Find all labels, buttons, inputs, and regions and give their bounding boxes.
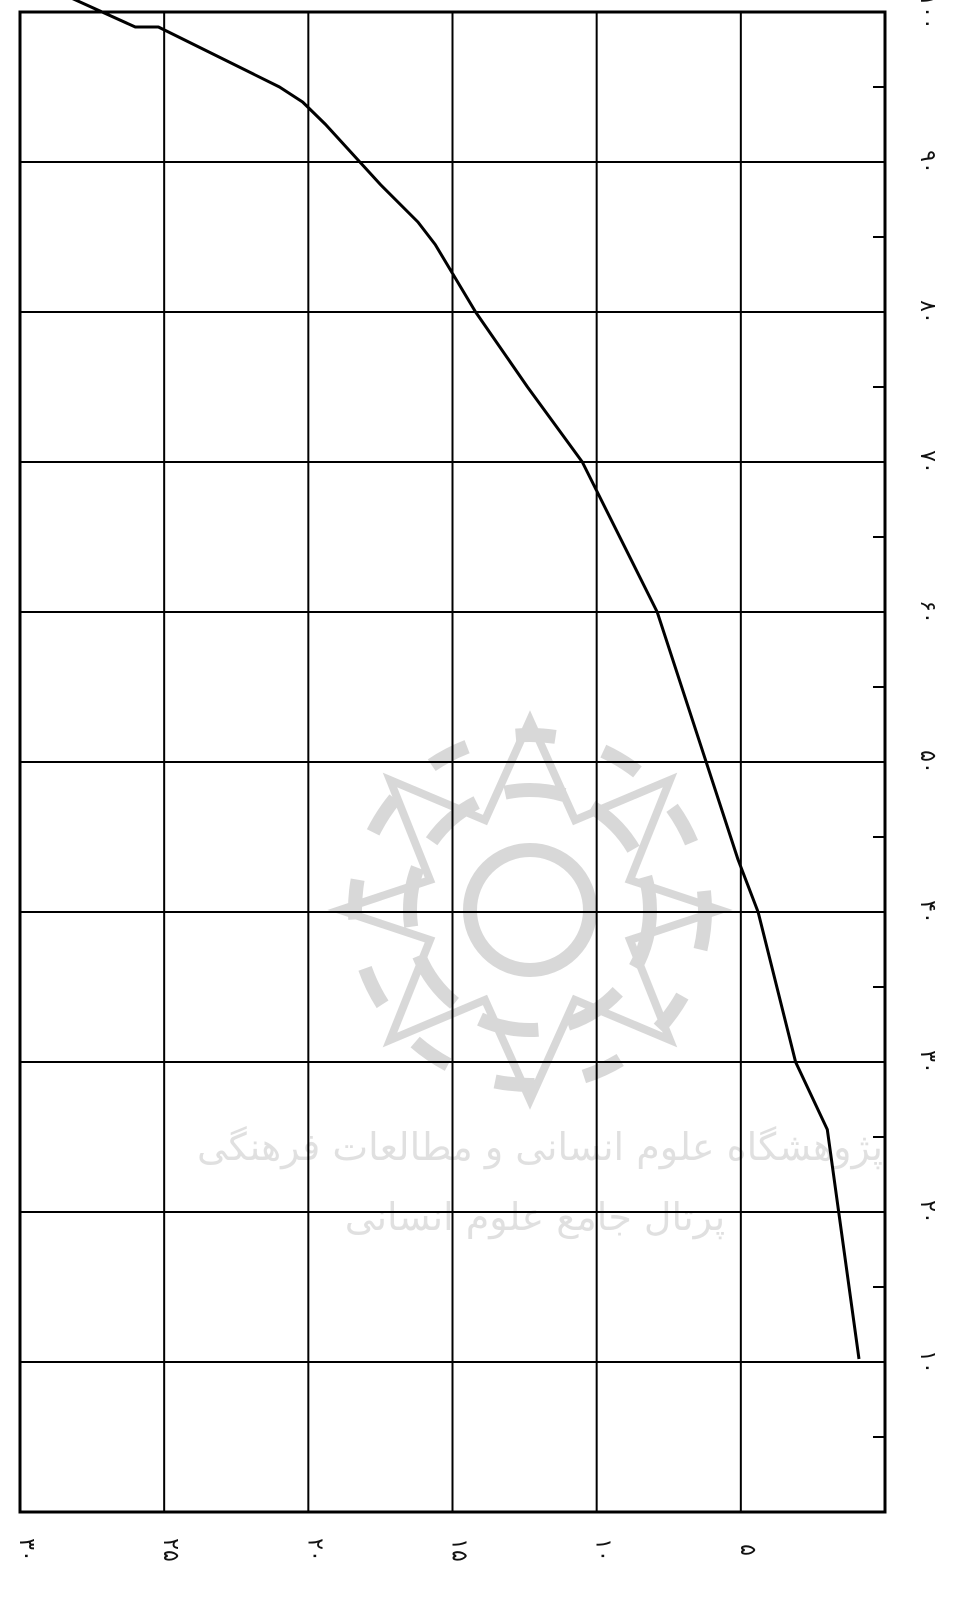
- y-tick-label: ۳۰: [915, 1050, 940, 1074]
- y-tick-label: ۱۰: [915, 1350, 940, 1374]
- watermark-line-1: پژوهشگاه علوم انسانی و مطالعات فرهنگی: [197, 1125, 883, 1170]
- y-tick-label: ۲۰: [915, 1200, 940, 1224]
- watermark-emblem-icon: [327, 710, 733, 1110]
- plot-frame: [18, 10, 887, 1514]
- x-tick-label: ۱۵: [447, 1538, 472, 1562]
- series: [71, 0, 861, 1360]
- y-tick-labels: ۱۰ ۲۰ ۳۰ ۴۰ ۵۰ ۶۰ ۷۰ ۸۰ ۹۰ ۱۰۰: [915, 0, 940, 1374]
- x-tick-label: ۳۰: [14, 1538, 39, 1562]
- series-line: [71, 0, 861, 1360]
- x-tick-label: ۲۰: [302, 1538, 327, 1562]
- x-tick-label: ۱۰: [591, 1538, 616, 1562]
- x-tick-label: ۵: [735, 1544, 760, 1556]
- x-tick-labels: ۵ ۱۰ ۱۵ ۲۰ ۲۵ ۳۰: [14, 1538, 760, 1562]
- y-tick-label: ۷۰: [915, 450, 940, 474]
- y-tick-label: ۸۰: [915, 300, 940, 324]
- y-tick-label: ۴۰: [915, 900, 940, 924]
- y-tick-label: ۱۰۰: [915, 0, 940, 30]
- y-tick-label: ۵۰: [915, 750, 940, 774]
- watermark-line-2: پرتال جامع علوم انسانی: [345, 1195, 725, 1240]
- x-tick-label: ۲۵: [158, 1538, 183, 1562]
- watermark: پژوهشگاه علوم انسانی و مطالعات فرهنگی پر…: [197, 710, 883, 1240]
- y-tick-label: ۶۰: [915, 600, 940, 624]
- grid: [19, 11, 885, 1512]
- minor-ticks: [873, 86, 885, 1438]
- y-tick-label: ۹۰: [915, 150, 940, 174]
